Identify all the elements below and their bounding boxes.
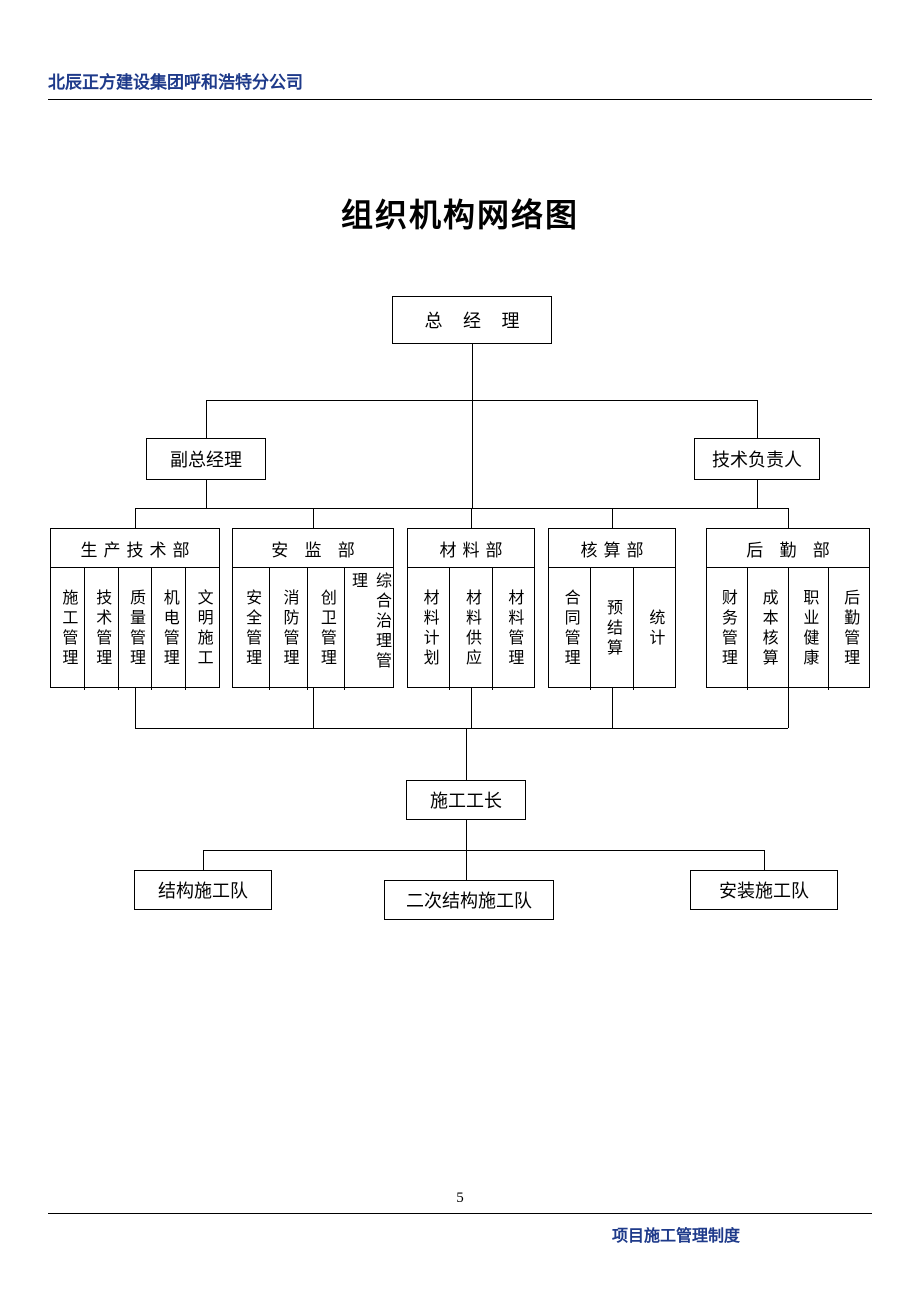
dept-cells: 财务管理成本核算职业健康后勤管理 xyxy=(707,568,869,690)
connector xyxy=(472,400,473,508)
dept-cell: 材料供应 xyxy=(450,568,492,690)
page-header: 北辰正方建设集团呼和浩特分公司 xyxy=(48,68,872,100)
connector xyxy=(313,508,612,509)
dept-cell: 质量管理 xyxy=(119,568,153,690)
connector xyxy=(788,688,789,728)
connector xyxy=(313,688,314,728)
footer-rule xyxy=(48,1213,872,1214)
company-name: 北辰正方建设集团呼和浩特分公司 xyxy=(48,73,303,92)
dept-0: 生产技术部施工管理技术管理质量管理机电管理文明施工 xyxy=(50,528,220,688)
connector xyxy=(472,344,473,400)
connector xyxy=(612,508,613,528)
dept-cell: 机电管理 xyxy=(152,568,186,690)
dept-cells: 材料计划材料供应材料管理 xyxy=(408,568,534,690)
dept-cell: 消防管理 xyxy=(270,568,307,690)
node-foreman: 施工工长 xyxy=(406,780,526,820)
dept-cell: 文明施工 xyxy=(186,568,219,690)
node-team-structure: 结构施工队 xyxy=(134,870,272,910)
connector xyxy=(203,850,204,870)
connector xyxy=(135,728,788,729)
connector xyxy=(466,850,467,880)
dept-header: 后 勤 部 xyxy=(707,529,869,568)
connector xyxy=(612,508,788,509)
node-general-manager: 总 经 理 xyxy=(392,296,552,344)
dept-header: 安 监 部 xyxy=(233,529,393,568)
dept-cell: 预结算 xyxy=(591,568,633,690)
dept-cell: 创卫管理 xyxy=(308,568,345,690)
dept-cell: 职业健康 xyxy=(789,568,830,690)
connector xyxy=(135,508,313,509)
dept-cell: 合同管理 xyxy=(549,568,591,690)
connector xyxy=(471,508,472,528)
footer-label: 项目施工管理制度 xyxy=(612,1222,740,1246)
connector xyxy=(135,688,136,728)
chart-title: 组织机构网络图 xyxy=(0,190,920,236)
dept-1: 安 监 部安全管理消防管理创卫管理综合治理管理 xyxy=(232,528,394,688)
node-team-secondary: 二次结构施工队 xyxy=(384,880,554,920)
dept-header: 核算部 xyxy=(549,529,675,568)
connector xyxy=(471,688,472,728)
connector xyxy=(206,400,757,401)
dept-cell: 综合治理管理 xyxy=(345,568,393,690)
connector xyxy=(764,850,765,870)
node-tech-lead: 技术负责人 xyxy=(694,438,820,480)
page-number: 5 xyxy=(0,1190,920,1207)
dept-3: 核算部合同管理预结算统计 xyxy=(548,528,676,688)
dept-header: 材料部 xyxy=(408,529,534,568)
dept-cell: 安全管理 xyxy=(233,568,270,690)
connector xyxy=(466,728,467,780)
dept-cell: 施工管理 xyxy=(51,568,85,690)
dept-cells: 安全管理消防管理创卫管理综合治理管理 xyxy=(233,568,393,690)
connector xyxy=(788,508,789,528)
connector xyxy=(757,400,758,438)
connector xyxy=(206,480,207,508)
dept-cell: 技术管理 xyxy=(85,568,119,690)
dept-cell: 成本核算 xyxy=(748,568,789,690)
connector xyxy=(206,400,207,438)
connector xyxy=(135,508,136,528)
dept-4: 后 勤 部财务管理成本核算职业健康后勤管理 xyxy=(706,528,870,688)
dept-cells: 施工管理技术管理质量管理机电管理文明施工 xyxy=(51,568,219,690)
dept-header: 生产技术部 xyxy=(51,529,219,568)
dept-cell: 材料管理 xyxy=(493,568,534,690)
node-deputy-manager: 副总经理 xyxy=(146,438,266,480)
dept-cell: 材料计划 xyxy=(408,568,450,690)
dept-cell: 统计 xyxy=(634,568,675,690)
node-team-install: 安装施工队 xyxy=(690,870,838,910)
dept-2: 材料部材料计划材料供应材料管理 xyxy=(407,528,535,688)
dept-cells: 合同管理预结算统计 xyxy=(549,568,675,690)
connector xyxy=(203,850,764,851)
connector xyxy=(757,480,758,508)
connector xyxy=(466,820,467,850)
dept-cell: 后勤管理 xyxy=(829,568,869,690)
connector xyxy=(612,688,613,728)
connector xyxy=(313,508,314,528)
dept-cell: 财务管理 xyxy=(707,568,748,690)
